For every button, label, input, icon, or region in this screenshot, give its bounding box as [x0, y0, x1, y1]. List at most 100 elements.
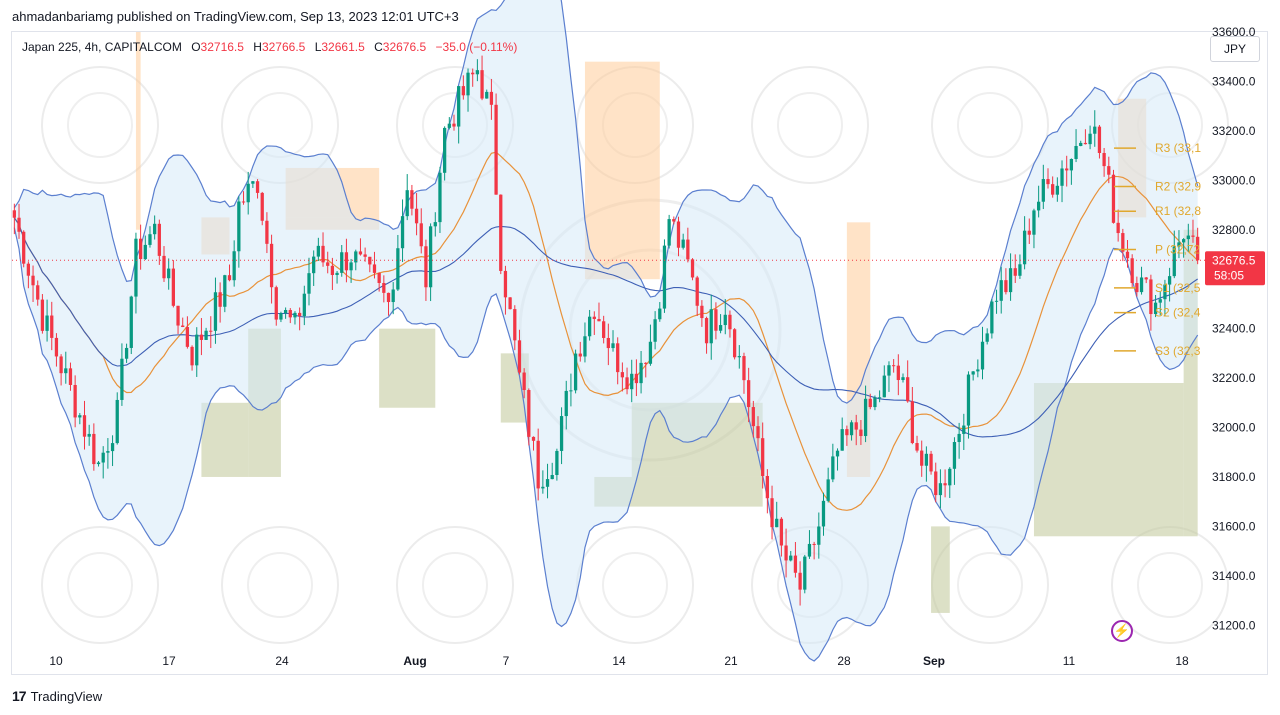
candle-body: [751, 407, 755, 427]
price-tick-label: 32200.0: [1212, 371, 1256, 385]
candle-body: [971, 371, 975, 375]
price-tick-label: 33600.0: [1212, 25, 1256, 39]
candle-body: [326, 262, 330, 266]
candle-body: [1172, 246, 1176, 277]
candle-body: [723, 314, 727, 326]
candle-body: [1046, 179, 1050, 185]
pivot-levels-layer: R3 (33,1 R2 (32,9 R1 (32,8 P (32,72 S1 (32,5…: [1114, 141, 1201, 358]
candle-body: [1181, 239, 1186, 243]
watermark-ring: [751, 66, 869, 184]
candle-body: [985, 333, 989, 342]
candle-body: [1008, 268, 1013, 293]
candle-body: [910, 401, 914, 444]
candle-body: [718, 325, 723, 331]
candle-body: [793, 555, 798, 573]
watermark-ring: [41, 66, 159, 184]
candle-body: [545, 479, 550, 487]
candle-body: [569, 390, 573, 392]
candle-body: [868, 398, 872, 408]
price-axis[interactable]: 31200.0 31400.0 31600.0 31800.0 32000.0 32200…: [1212, 25, 1256, 632]
candle-body: [82, 415, 87, 437]
price-tick-label: 32000.0: [1212, 421, 1256, 435]
candle-body: [742, 356, 746, 381]
candle-body: [732, 329, 737, 358]
candle-body: [232, 251, 236, 281]
candle-body: [714, 309, 718, 331]
candle-body: [1144, 277, 1148, 280]
pivot-label: S3 (32,3: [1155, 344, 1201, 358]
candle-body: [1130, 258, 1134, 284]
candle-body: [1069, 158, 1074, 171]
candle-body: [648, 341, 653, 364]
candle-body: [204, 330, 208, 340]
candle-body: [368, 256, 372, 265]
symbol-name[interactable]: Japan 225, 4h, CAPITALCOM: [22, 40, 182, 54]
candle-body: [966, 374, 971, 426]
candle-body: [704, 318, 709, 344]
candle-body: [237, 201, 241, 252]
time-tick-label: 11: [1063, 654, 1076, 668]
demand-zone: [379, 328, 436, 408]
candle-body: [54, 337, 59, 357]
candle-body: [471, 72, 475, 75]
candle-body: [620, 372, 625, 378]
candle-body: [952, 442, 957, 469]
candle-body: [457, 86, 461, 127]
candle-body: [171, 268, 175, 306]
candle-body: [1088, 133, 1092, 145]
slow-ma-line: [13, 217, 1198, 438]
candle-body: [948, 468, 952, 486]
candle-body: [756, 426, 760, 439]
candle-body: [1097, 126, 1102, 153]
demand-zone: [931, 526, 950, 613]
candle-body: [1060, 168, 1064, 186]
candle-body: [877, 397, 882, 399]
time-axis[interactable]: 10 17 24 Aug 7 14 21 28 Sep 11 18: [49, 654, 1189, 668]
publisher-line: ahmadanbariamg published on TradingView.…: [12, 9, 459, 24]
price-tick-label: 33000.0: [1212, 173, 1256, 187]
candle-body: [330, 265, 335, 276]
watermark-ring: [422, 552, 488, 618]
candle-body: [96, 462, 101, 465]
candle-body: [1093, 126, 1097, 134]
price-tick-label: 31600.0: [1212, 519, 1256, 533]
candle-body: [316, 245, 320, 257]
pivot-label: R1 (32,8: [1155, 204, 1201, 218]
time-tick-label: 7: [503, 654, 510, 668]
candle-body: [573, 353, 578, 391]
candle-body: [667, 219, 671, 246]
candle-body: [382, 282, 386, 293]
supply-zone: [584, 61, 660, 280]
pivot-label: R2 (32,9: [1155, 180, 1201, 194]
candle-body: [274, 287, 278, 320]
candle-body: [578, 353, 582, 357]
currency-button[interactable]: JPY: [1210, 36, 1260, 62]
candle-body: [167, 268, 171, 279]
close-label: C: [374, 40, 383, 54]
lightning-icon[interactable]: ⚡: [1111, 620, 1133, 642]
candle-body: [896, 365, 900, 381]
chart-frame[interactable]: [11, 31, 1268, 675]
price-tick-label: 31800.0: [1212, 470, 1256, 484]
candle-body: [1079, 142, 1083, 146]
tradingview-footer[interactable]: 17 TradingView: [12, 688, 102, 704]
candle-body: [564, 390, 568, 417]
last-price-value: 32676.5: [1212, 253, 1256, 267]
demand-zone: [201, 402, 249, 477]
candle-body: [639, 362, 643, 384]
candle-body: [419, 223, 423, 247]
candle-body: [17, 217, 21, 232]
candle-body: [424, 246, 428, 288]
candle-body: [999, 280, 1003, 301]
tradingview-logo-icon: 17: [12, 688, 27, 704]
footer-brand: TradingView: [30, 688, 103, 704]
candle-body: [976, 369, 980, 372]
candle-body: [1013, 268, 1017, 276]
candle-body: [87, 433, 91, 437]
candle-body: [1153, 302, 1158, 315]
candle-body: [489, 91, 494, 105]
candle-body: [1018, 264, 1022, 276]
watermark-ring: [957, 552, 1023, 618]
candle-body: [826, 479, 830, 501]
